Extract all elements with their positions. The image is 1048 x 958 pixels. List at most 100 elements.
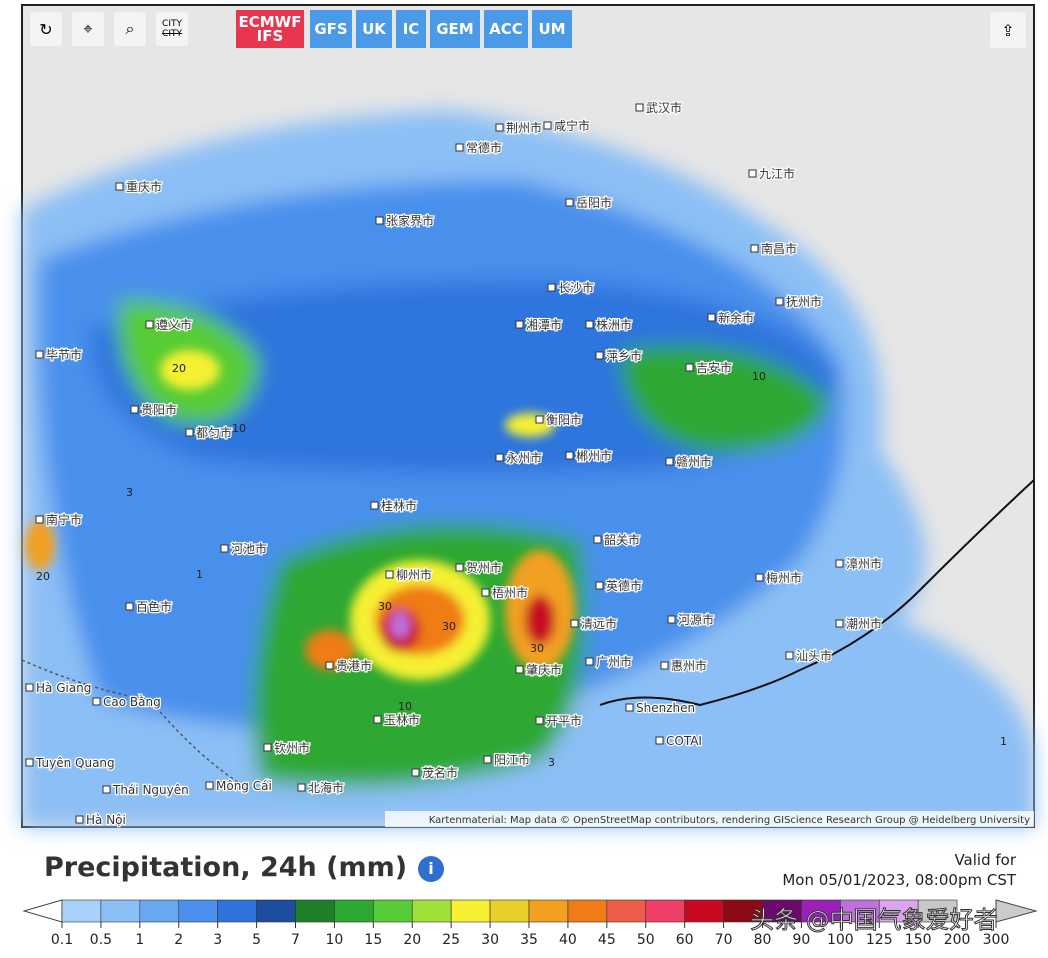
city-dot — [125, 602, 134, 611]
city-dot — [707, 313, 716, 322]
contour-label: 10 — [752, 370, 766, 383]
attribution: Kartenmaterial: Map data © OpenStreetMap… — [429, 815, 1030, 826]
city-dot — [665, 457, 674, 466]
model-button[interactable]: ACC — [484, 10, 528, 48]
city-label: 桂林市 — [381, 498, 417, 513]
city-dot — [92, 697, 101, 706]
city-dot — [481, 588, 490, 597]
city-dot — [547, 283, 556, 292]
city-dot — [515, 665, 524, 674]
city-dot — [543, 121, 552, 130]
color-bin — [489, 899, 530, 923]
precip-core — [25, 350, 575, 680]
city-dot — [495, 453, 504, 462]
model-button[interactable]: GFS — [310, 10, 352, 48]
city-dot — [495, 123, 504, 132]
location-button[interactable]: ⌖ — [72, 12, 104, 46]
city-dot — [515, 320, 524, 329]
tick-label: 0.5 — [90, 932, 112, 948]
city-dot — [785, 651, 794, 660]
tick-label: 300 — [983, 932, 1010, 948]
city-dot — [835, 559, 844, 568]
city-label: 株洲市 — [596, 317, 632, 332]
contour-label: 1 — [196, 568, 203, 581]
color-bin — [139, 899, 180, 923]
tick-label: 40 — [559, 932, 577, 948]
city-dot — [455, 563, 464, 572]
city-toggle[interactable]: CITY CITY — [156, 12, 188, 46]
city-dot — [667, 615, 676, 624]
city-dot — [750, 244, 759, 253]
city-dot — [595, 581, 604, 590]
tick-label: 15 — [364, 932, 382, 948]
contour-label: 30 — [442, 620, 456, 633]
city-dot — [660, 661, 669, 670]
city-dot — [755, 573, 764, 582]
color-bin — [61, 899, 102, 923]
color-bin — [100, 899, 141, 923]
zoom-button[interactable]: ⌕ — [114, 12, 146, 46]
tick-label: 70 — [715, 932, 733, 948]
city-dot — [835, 619, 844, 628]
city-label: 常德市 — [466, 140, 502, 155]
city-label: 惠州市 — [671, 658, 707, 673]
city-label: Hà Giang — [36, 681, 91, 695]
tick-label: 20 — [403, 932, 421, 948]
valid-label: Valid for — [954, 851, 1016, 869]
refresh-button[interactable]: ↻ — [30, 12, 62, 46]
city-label: 吉安市 — [696, 360, 732, 375]
city-label: 汕头市 — [796, 648, 832, 663]
city-dot — [585, 657, 594, 666]
city-label: Cao Bằng — [103, 695, 161, 709]
contour-label: 30 — [378, 600, 392, 613]
color-bin — [334, 899, 374, 923]
city-dot — [585, 320, 594, 329]
info-icon[interactable]: i — [418, 856, 444, 882]
arrow-right — [995, 899, 1038, 923]
city-label: 茂名市 — [422, 765, 458, 780]
coastline — [599, 479, 1035, 707]
city-dot — [75, 815, 84, 824]
color-bin — [178, 899, 218, 923]
contour-label: 3 — [126, 486, 133, 499]
city-label: Mông Cái — [216, 779, 272, 793]
attribution-bg — [385, 811, 1034, 827]
share-button[interactable]: ⇪ — [990, 12, 1026, 48]
city-dot — [375, 216, 384, 225]
city-label: 萍乡市 — [606, 348, 642, 363]
model-button[interactable]: GEM — [430, 10, 480, 48]
city-dot — [220, 544, 229, 553]
city-dot — [635, 103, 644, 112]
city-dot — [570, 619, 579, 628]
model-button[interactable]: UM — [532, 10, 572, 48]
tick-label: 1 — [135, 932, 144, 948]
city-label: 英德市 — [606, 578, 642, 593]
city-label: 广州市 — [596, 654, 632, 669]
city-label: 南昌市 — [761, 241, 797, 256]
city-dot — [205, 781, 214, 790]
tick-label: 80 — [754, 932, 772, 948]
model-button[interactable]: ECMWF IFS — [236, 10, 304, 48]
arrow-left — [22, 899, 63, 923]
model-button[interactable]: UK — [356, 10, 392, 48]
city-label: 韶关市 — [604, 532, 640, 547]
tick-label: 30 — [481, 932, 499, 948]
city-label: 赣州市 — [676, 454, 712, 469]
city-dot — [297, 783, 306, 792]
city-dot — [373, 715, 382, 724]
city-label: 湘潭市 — [526, 317, 562, 332]
tick-label: 60 — [676, 932, 694, 948]
color-bin — [606, 899, 647, 923]
color-bin — [256, 899, 296, 923]
tick-label: 100 — [827, 932, 854, 948]
model-button[interactable]: IC — [396, 10, 426, 48]
city-dot — [685, 363, 694, 372]
city-dot — [35, 515, 44, 524]
contour-label: 30 — [530, 642, 544, 655]
city-dot — [102, 785, 111, 794]
contour-label: 1 — [1000, 735, 1007, 748]
city-label: Shenzhen — [636, 701, 695, 715]
city-label: 肇庆市 — [526, 662, 562, 677]
city-label: 百色市 — [136, 599, 172, 614]
